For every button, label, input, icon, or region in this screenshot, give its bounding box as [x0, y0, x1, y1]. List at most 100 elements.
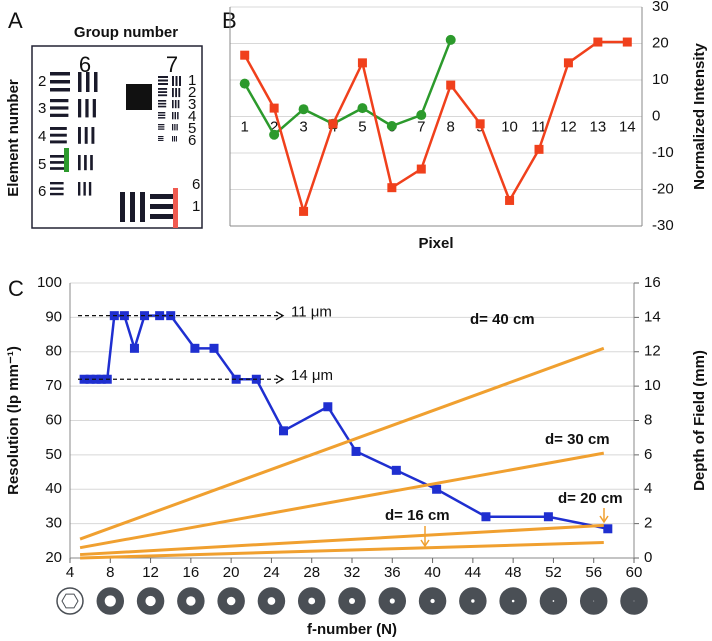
target-bar	[50, 80, 70, 84]
x-tick-label: 13	[590, 118, 607, 135]
aperture-hole	[267, 597, 276, 605]
target-bar	[50, 113, 69, 117]
x-tick-label: 24	[263, 564, 280, 581]
element-number: 6	[38, 183, 46, 200]
target-bar	[158, 117, 166, 119]
element-number: 2	[38, 73, 46, 90]
group-number: 7	[166, 52, 178, 77]
target-bar	[120, 192, 125, 222]
x-tick-label: 1	[241, 118, 249, 135]
element-number: 6	[188, 132, 196, 149]
data-point	[416, 164, 426, 174]
y2-tick-label: 0	[652, 107, 660, 124]
target-bar	[177, 112, 179, 120]
target-bar	[158, 126, 165, 128]
x-tick-label: 7	[417, 118, 425, 135]
data-point	[239, 78, 250, 89]
x-tick-label: 20	[223, 564, 240, 581]
series-line	[79, 451, 605, 550]
target-bar	[78, 182, 81, 196]
x-tick-label: 5	[358, 118, 366, 135]
target-bar	[90, 155, 93, 171]
aperture-hole	[104, 595, 116, 607]
aperture-hole	[186, 596, 196, 606]
data-point	[593, 37, 603, 47]
series-line	[80, 541, 604, 560]
target-bar	[172, 100, 174, 109]
data-point	[129, 343, 139, 353]
data-point	[209, 343, 219, 353]
annotation-arrowhead	[275, 311, 285, 321]
target-bar	[158, 79, 168, 82]
data-point	[298, 104, 309, 115]
data-point	[563, 58, 573, 68]
data-point	[432, 484, 442, 494]
target-bar	[50, 106, 69, 110]
y-tick-label: 70	[45, 377, 62, 394]
target-bars	[50, 72, 181, 228]
label-arrowhead	[420, 539, 430, 548]
x-tick-label: 44	[465, 564, 482, 581]
series-line	[243, 40, 628, 216]
data-point	[543, 512, 553, 522]
series-line	[84, 314, 609, 531]
element-number: 2	[188, 84, 196, 101]
target-bar	[78, 127, 81, 144]
x-label-bg	[412, 119, 431, 136]
target-bar	[91, 127, 95, 144]
target-bar	[140, 192, 145, 222]
target-bar	[175, 88, 178, 98]
x-tick-label: 60	[626, 564, 643, 581]
target-bar	[50, 88, 70, 92]
data-point	[505, 195, 515, 205]
target-bar	[50, 127, 67, 130]
target-bar	[78, 72, 82, 92]
aperture-hole	[349, 598, 355, 604]
highlight-green	[64, 148, 69, 172]
data-point	[387, 183, 397, 193]
x-tick-label: 48	[505, 564, 522, 581]
x-tick-label: 11	[531, 118, 547, 135]
target-bar	[86, 72, 90, 92]
x-tick-label: 12	[560, 118, 577, 135]
aperture-hole	[226, 596, 236, 606]
panel-a-y-label: Element number	[5, 79, 22, 197]
target-bar	[84, 127, 88, 144]
target-bar	[150, 204, 176, 209]
series-line	[79, 523, 604, 557]
target-bar	[158, 83, 168, 85]
target-bar	[176, 124, 178, 131]
x-tick-label: 32	[344, 564, 361, 581]
data-point	[155, 311, 165, 321]
x-tick-label: 14	[619, 118, 636, 135]
y2-tick-label: 10	[644, 377, 661, 394]
data-point	[119, 311, 129, 321]
y-tick-label: 20	[45, 549, 62, 566]
aperture-hole	[511, 599, 515, 603]
target-bar	[158, 124, 165, 126]
target-bar	[50, 99, 69, 103]
annotation-arrowhead	[275, 374, 285, 384]
target-bar	[158, 102, 167, 105]
target-bar	[50, 133, 67, 137]
y2-tick-label: 10	[652, 71, 669, 88]
series-line	[243, 39, 452, 137]
target-bar	[175, 76, 178, 86]
target-square	[126, 84, 152, 110]
target-bar	[158, 91, 168, 94]
data-point	[357, 103, 368, 114]
panel-label: B	[222, 8, 237, 33]
target-bar	[50, 140, 67, 144]
y-tick-label: 80	[45, 343, 62, 360]
series-label: d= 20 cm	[558, 490, 623, 507]
x-axis-label: f-number (N)	[307, 621, 397, 638]
target-bar	[175, 136, 177, 142]
target-bar	[172, 112, 174, 120]
data-point	[357, 58, 367, 68]
data-point	[416, 110, 427, 121]
data-point	[79, 374, 89, 384]
x-tick-label: 3	[299, 118, 307, 135]
y2-tick-label: 12	[644, 343, 661, 360]
data-point	[279, 426, 289, 436]
